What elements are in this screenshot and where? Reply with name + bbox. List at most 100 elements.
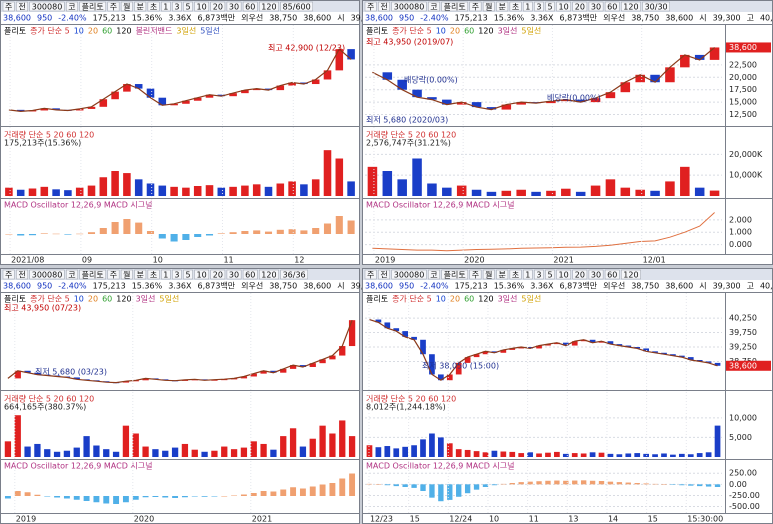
toolbar-button[interactable]: 300080 (32, 3, 63, 12)
toolbar-button[interactable]: 36/36 (283, 271, 306, 280)
toolbar-button[interactable]: 60 (245, 271, 255, 280)
toolbar-button[interactable]: 주 (110, 271, 117, 280)
toolbar-button[interactable]: 주 (367, 3, 374, 12)
toolbar-button[interactable]: 3 (536, 271, 541, 280)
toolbar-button[interactable]: 300080 (32, 271, 63, 280)
toolbar-button[interactable]: 플리토 (444, 271, 466, 280)
toolbar-button[interactable]: 전 (18, 2, 25, 12)
toolbar-button[interactable]: 30/30 (645, 3, 668, 12)
toolbar-button[interactable]: 10 (559, 3, 569, 12)
macd-bar (76, 233, 84, 235)
quote-field: 175,213 (93, 14, 126, 23)
toolbar-button[interactable]: 플리토 (82, 3, 104, 12)
toolbar-button[interactable]: 60 (607, 271, 617, 280)
legend-item: 120 (116, 27, 131, 36)
toolbar-button[interactable]: 주 (5, 3, 12, 12)
toolbar-button[interactable]: 월 (123, 2, 130, 12)
toolbar-button[interactable]: 5 (185, 3, 190, 12)
toolbar-button[interactable]: 월 (123, 270, 130, 280)
toolbar-button[interactable]: 코 (68, 271, 75, 280)
volume-bar (83, 436, 90, 457)
volume-bar (412, 158, 422, 196)
toolbar-button[interactable]: 전 (380, 270, 387, 280)
button-frame (496, 269, 509, 280)
volume-bar (694, 187, 705, 196)
volume-bar (171, 447, 179, 457)
toolbar-button[interactable]: 코 (430, 3, 437, 12)
toolbar-button[interactable]: 초 (512, 271, 519, 280)
toolbar-button[interactable]: 30 (591, 3, 601, 12)
button-frame (194, 1, 209, 12)
candle (335, 49, 344, 71)
toolbar-button[interactable]: 120 (261, 3, 276, 12)
macd-bar (280, 489, 287, 496)
quote-field: 3.36X (530, 14, 554, 23)
volume-bar (705, 452, 712, 457)
toolbar-button[interactable]: 10 (197, 271, 207, 280)
toolbar-button[interactable]: 초 (150, 3, 157, 12)
toolbar-button[interactable]: 전 (380, 2, 387, 12)
macd-bar (312, 228, 320, 234)
button-frame (621, 269, 641, 280)
toolbar-button[interactable]: 30 (229, 3, 239, 12)
toolbar-button[interactable]: 코 (430, 271, 437, 280)
toolbar-button[interactable]: 120 (623, 271, 638, 280)
toolbar-button[interactable]: 주 (472, 271, 479, 280)
toolbar-button[interactable]: 코 (68, 3, 75, 12)
toolbar-button[interactable]: 1 (163, 3, 168, 12)
toolbar-button[interactable]: 주 (110, 3, 117, 12)
toolbar-button[interactable]: 초 (150, 271, 157, 280)
toolbar-button[interactable]: 주 (5, 271, 12, 280)
candle (240, 376, 248, 379)
toolbar-button[interactable]: 분 (137, 3, 144, 12)
toolbar-button[interactable]: 20 (213, 3, 223, 12)
toolbar-button[interactable]: 주 (472, 3, 479, 12)
toolbar-button[interactable]: 5 (185, 271, 190, 280)
volume-bar (714, 425, 721, 457)
macd-bar (393, 484, 399, 487)
quote-field: 950 (37, 282, 52, 291)
candle (473, 354, 480, 358)
toolbar-button[interactable]: 60 (245, 3, 255, 12)
toolbar-button[interactable]: 월 (485, 2, 492, 12)
quote-field: 38,600 (303, 14, 331, 23)
toolbar-button[interactable]: 3 (174, 271, 179, 280)
toolbar-button[interactable]: 전 (18, 270, 25, 280)
price-line (372, 47, 715, 111)
toolbar-button[interactable]: 주 (367, 271, 374, 280)
toolbar-button[interactable]: 3 (174, 3, 179, 12)
toolbar-button[interactable]: 월 (485, 270, 492, 280)
candle (634, 347, 641, 349)
macd-bar (347, 220, 355, 234)
toolbar-button[interactable]: 분 (137, 271, 144, 280)
candle (616, 344, 623, 346)
toolbar-button[interactable]: 5 (547, 3, 552, 12)
toolbar-button[interactable]: 5 (547, 271, 552, 280)
volume-bar (300, 184, 308, 196)
toolbar-button[interactable]: 1 (163, 271, 168, 280)
toolbar-button[interactable]: 10 (197, 3, 207, 12)
toolbar-button[interactable]: 20 (213, 271, 223, 280)
toolbar-button[interactable]: 120 (261, 271, 276, 280)
x-tick-label: 15:30:00 (687, 515, 723, 524)
toolbar-button[interactable]: 20 (575, 3, 585, 12)
toolbar-button[interactable]: 60 (607, 3, 617, 12)
toolbar-button[interactable]: 10 (559, 271, 569, 280)
toolbar-button[interactable]: 30 (591, 271, 601, 280)
toolbar-button[interactable]: 85/600 (283, 3, 311, 12)
toolbar-button[interactable]: 1 (525, 3, 530, 12)
toolbar-button[interactable]: 플리토 (444, 3, 466, 12)
legend-item: 볼린저밴드 (136, 26, 173, 36)
toolbar-button[interactable]: 300080 (394, 271, 425, 280)
toolbar-button[interactable]: 분 (499, 3, 506, 12)
toolbar-button[interactable]: 300080 (394, 3, 425, 12)
toolbar-button[interactable]: 120 (623, 3, 638, 12)
toolbar-button[interactable]: 분 (499, 271, 506, 280)
toolbar-button[interactable]: 20 (575, 271, 585, 280)
toolbar-button[interactable]: 플리토 (82, 271, 104, 280)
toolbar-button[interactable]: 초 (512, 3, 519, 12)
toolbar-button[interactable]: 3 (536, 3, 541, 12)
toolbar-button[interactable]: 1 (525, 271, 530, 280)
toolbar-button[interactable]: 30 (229, 271, 239, 280)
macd-bar (473, 484, 480, 490)
